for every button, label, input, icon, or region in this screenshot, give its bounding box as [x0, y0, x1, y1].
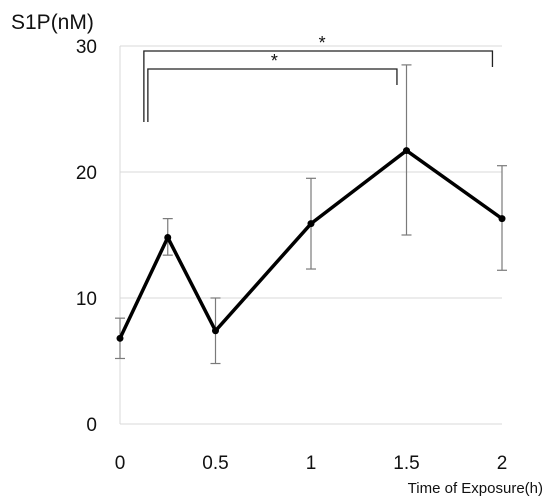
x-tick-label-1.5: 1.5: [393, 453, 419, 474]
x-tick-label-2: 2: [497, 453, 508, 474]
significance-star-2: *: [319, 33, 326, 53]
significance-bracket-2: [143, 50, 494, 122]
x-tick-label-0.5: 0.5: [202, 453, 228, 474]
y-axis-title: S1P(nM): [11, 11, 94, 34]
data-points: [116, 147, 506, 342]
error-bars: [115, 64, 507, 365]
axes: [119, 46, 502, 425]
data-point-5: [498, 215, 506, 223]
data-point-4: [403, 147, 410, 155]
series-line-s1p: [118, 148, 504, 340]
x-tick-label-1: 1: [306, 453, 317, 474]
significance-star-1: *: [271, 51, 278, 71]
y-tick-label-0: 0: [86, 415, 97, 436]
y-tick-label-30: 30: [76, 37, 97, 58]
y-tick-labels: 0 10 20 30: [76, 37, 97, 436]
data-point-3: [307, 220, 315, 228]
data-point-1: [164, 234, 172, 242]
y-tick-label-10: 10: [76, 289, 97, 310]
data-point-2: [212, 327, 219, 335]
y-tick-label-20: 20: [76, 163, 97, 184]
x-axis-title: Time of Exposure(h): [408, 480, 543, 497]
x-tick-label-0: 0: [115, 453, 126, 474]
series-line: [118, 148, 504, 340]
significance-brackets: **: [143, 33, 494, 122]
x-tick-labels: 0 0.5 1 1.5 2: [115, 453, 508, 474]
data-point-0: [116, 334, 124, 342]
significance-bracket-1: [147, 68, 398, 122]
